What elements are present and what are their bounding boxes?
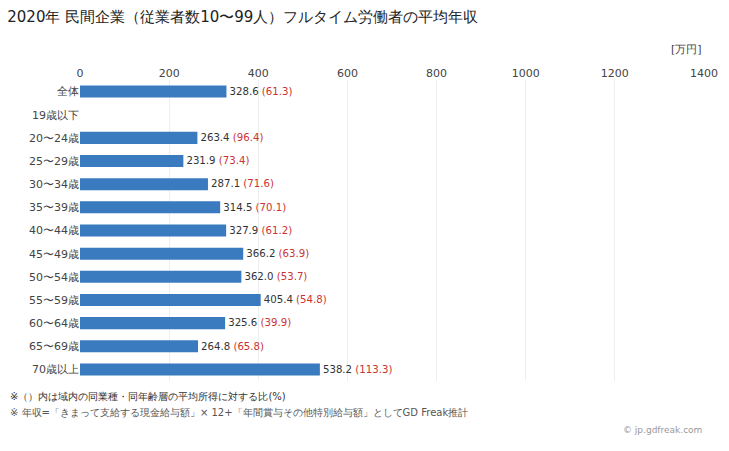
- svg-text:314.5 (70.1): 314.5 (70.1): [223, 202, 286, 213]
- svg-text:20〜24歳: 20〜24歳: [29, 132, 79, 145]
- svg-text:2020年 民間企業（従業者数10〜99人）フルタイム労働者: 2020年 民間企業（従業者数10〜99人）フルタイム労働者の平均年収: [7, 8, 478, 26]
- svg-text:35〜39歳: 35〜39歳: [29, 201, 79, 214]
- svg-text:19歳以下: 19歳以下: [32, 109, 79, 122]
- svg-text:325.6 (39.9): 325.6 (39.9): [228, 317, 291, 328]
- svg-text:1200: 1200: [601, 67, 629, 80]
- svg-text:65〜69歳: 65〜69歳: [29, 340, 79, 353]
- svg-text:263.4 (96.4): 263.4 (96.4): [200, 132, 263, 143]
- svg-text:© jp.gdfreak.com: © jp.gdfreak.com: [623, 425, 702, 435]
- svg-text:45〜49歳: 45〜49歳: [29, 248, 79, 261]
- svg-text:全体: 全体: [57, 85, 79, 98]
- svg-text:30〜34歳: 30〜34歳: [29, 178, 79, 191]
- svg-text:[万円]: [万円]: [671, 43, 702, 56]
- svg-text:362.0 (53.7): 362.0 (53.7): [244, 271, 307, 282]
- svg-text:※ 年収=「きまって支給する現金給与額」× 12+「年間賞与: ※ 年収=「きまって支給する現金給与額」× 12+「年間賞与その他特別給与額」と…: [10, 407, 468, 418]
- svg-text:※（）内は域内の同業種・同年齢層の平均所得に対する比(%): ※（）内は域内の同業種・同年齢層の平均所得に対する比(%): [10, 391, 286, 402]
- svg-text:70歳以上: 70歳以上: [32, 363, 79, 376]
- svg-text:55〜59歳: 55〜59歳: [29, 294, 79, 307]
- svg-text:538.2 (113.3): 538.2 (113.3): [323, 364, 392, 375]
- svg-text:1000: 1000: [512, 67, 540, 80]
- svg-text:231.9 (73.4): 231.9 (73.4): [186, 155, 249, 166]
- svg-text:800: 800: [426, 67, 447, 80]
- svg-text:0: 0: [77, 67, 84, 80]
- svg-text:25〜29歳: 25〜29歳: [29, 155, 79, 168]
- svg-text:60〜64歳: 60〜64歳: [29, 317, 79, 330]
- svg-text:200: 200: [159, 67, 180, 80]
- svg-text:264.8 (65.8): 264.8 (65.8): [201, 341, 264, 352]
- svg-text:328.6 (61.3): 328.6 (61.3): [230, 86, 293, 97]
- svg-text:40〜44歳: 40〜44歳: [29, 224, 79, 237]
- svg-text:287.1 (71.6): 287.1 (71.6): [211, 178, 274, 189]
- svg-text:1400: 1400: [690, 67, 718, 80]
- svg-text:600: 600: [337, 67, 358, 80]
- svg-text:327.9 (61.2): 327.9 (61.2): [229, 225, 292, 236]
- svg-text:405.4 (54.8): 405.4 (54.8): [264, 294, 327, 305]
- svg-text:366.2 (63.9): 366.2 (63.9): [246, 248, 309, 259]
- svg-text:50〜54歳: 50〜54歳: [29, 271, 79, 284]
- svg-text:400: 400: [248, 67, 269, 80]
